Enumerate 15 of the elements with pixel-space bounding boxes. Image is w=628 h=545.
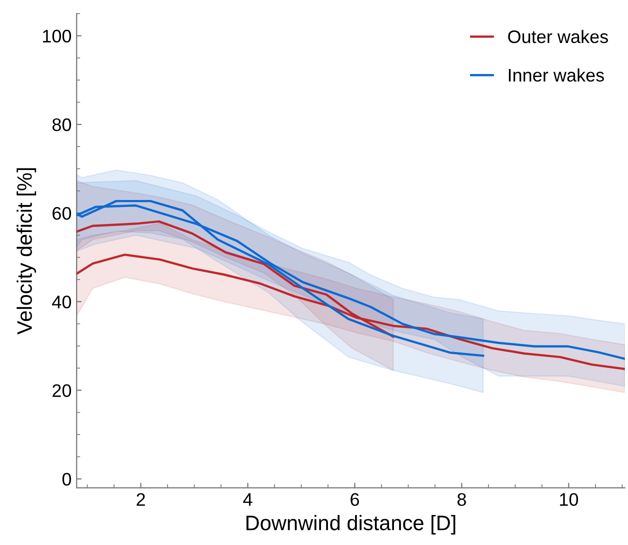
legend-label: Outer wakes xyxy=(508,30,608,44)
y-tick-label: 0 xyxy=(62,472,72,486)
y-tick-label: 80 xyxy=(52,118,72,132)
x-tick-label: 10 xyxy=(560,493,578,506)
x-axis-title: Downwind distance [D] xyxy=(246,515,456,534)
y-tick-label: 100 xyxy=(43,30,72,42)
y-tick-label: 60 xyxy=(52,206,72,220)
x-tick-label: 6 xyxy=(350,493,359,506)
y-axis-title: Velocity deficit [%] xyxy=(16,168,36,335)
y-tick-label: 20 xyxy=(52,384,72,398)
y-tick-label: 40 xyxy=(52,296,72,308)
legend-label: Inner wakes xyxy=(508,68,604,82)
x-tick-label: 4 xyxy=(243,493,252,506)
x-tick-label: 2 xyxy=(136,493,145,506)
x-tick-label: 8 xyxy=(457,493,466,506)
